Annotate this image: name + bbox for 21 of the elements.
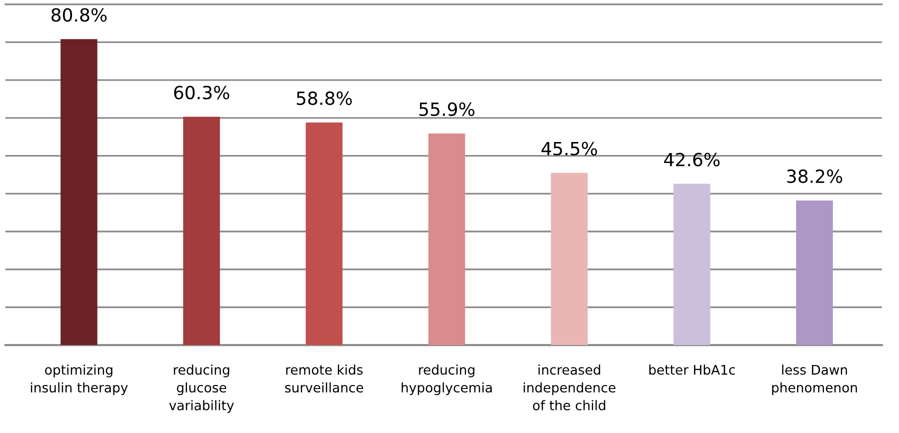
x-tick-label: better HbA1c — [649, 364, 735, 375]
data-label: 80.8% — [51, 8, 107, 22]
x-tick-label: optimizing insulin therapy — [30, 364, 128, 396]
x-tick-label: reducing hypoglycemia — [402, 364, 492, 396]
data-label: 60.3% — [174, 86, 230, 100]
x-tick-label: less Dawn phenomenon — [772, 364, 857, 396]
x-tick-label: remote kids surveillance — [285, 364, 364, 393]
bar — [550, 172, 588, 346]
bar — [306, 122, 343, 346]
bar — [183, 116, 220, 346]
bar — [796, 200, 833, 346]
bar — [60, 39, 98, 346]
data-label: 55.9% — [419, 102, 474, 116]
data-label: 58.8% — [296, 91, 352, 106]
data-label: 42.6% — [664, 152, 720, 166]
bar — [674, 184, 710, 346]
x-tick-label: increased independence of the child — [524, 364, 616, 410]
data-label: 38.2% — [787, 169, 842, 184]
x-tick-label: reducing glucose variability — [169, 364, 234, 413]
bar — [428, 133, 466, 346]
data-label: 45.5% — [542, 142, 597, 156]
